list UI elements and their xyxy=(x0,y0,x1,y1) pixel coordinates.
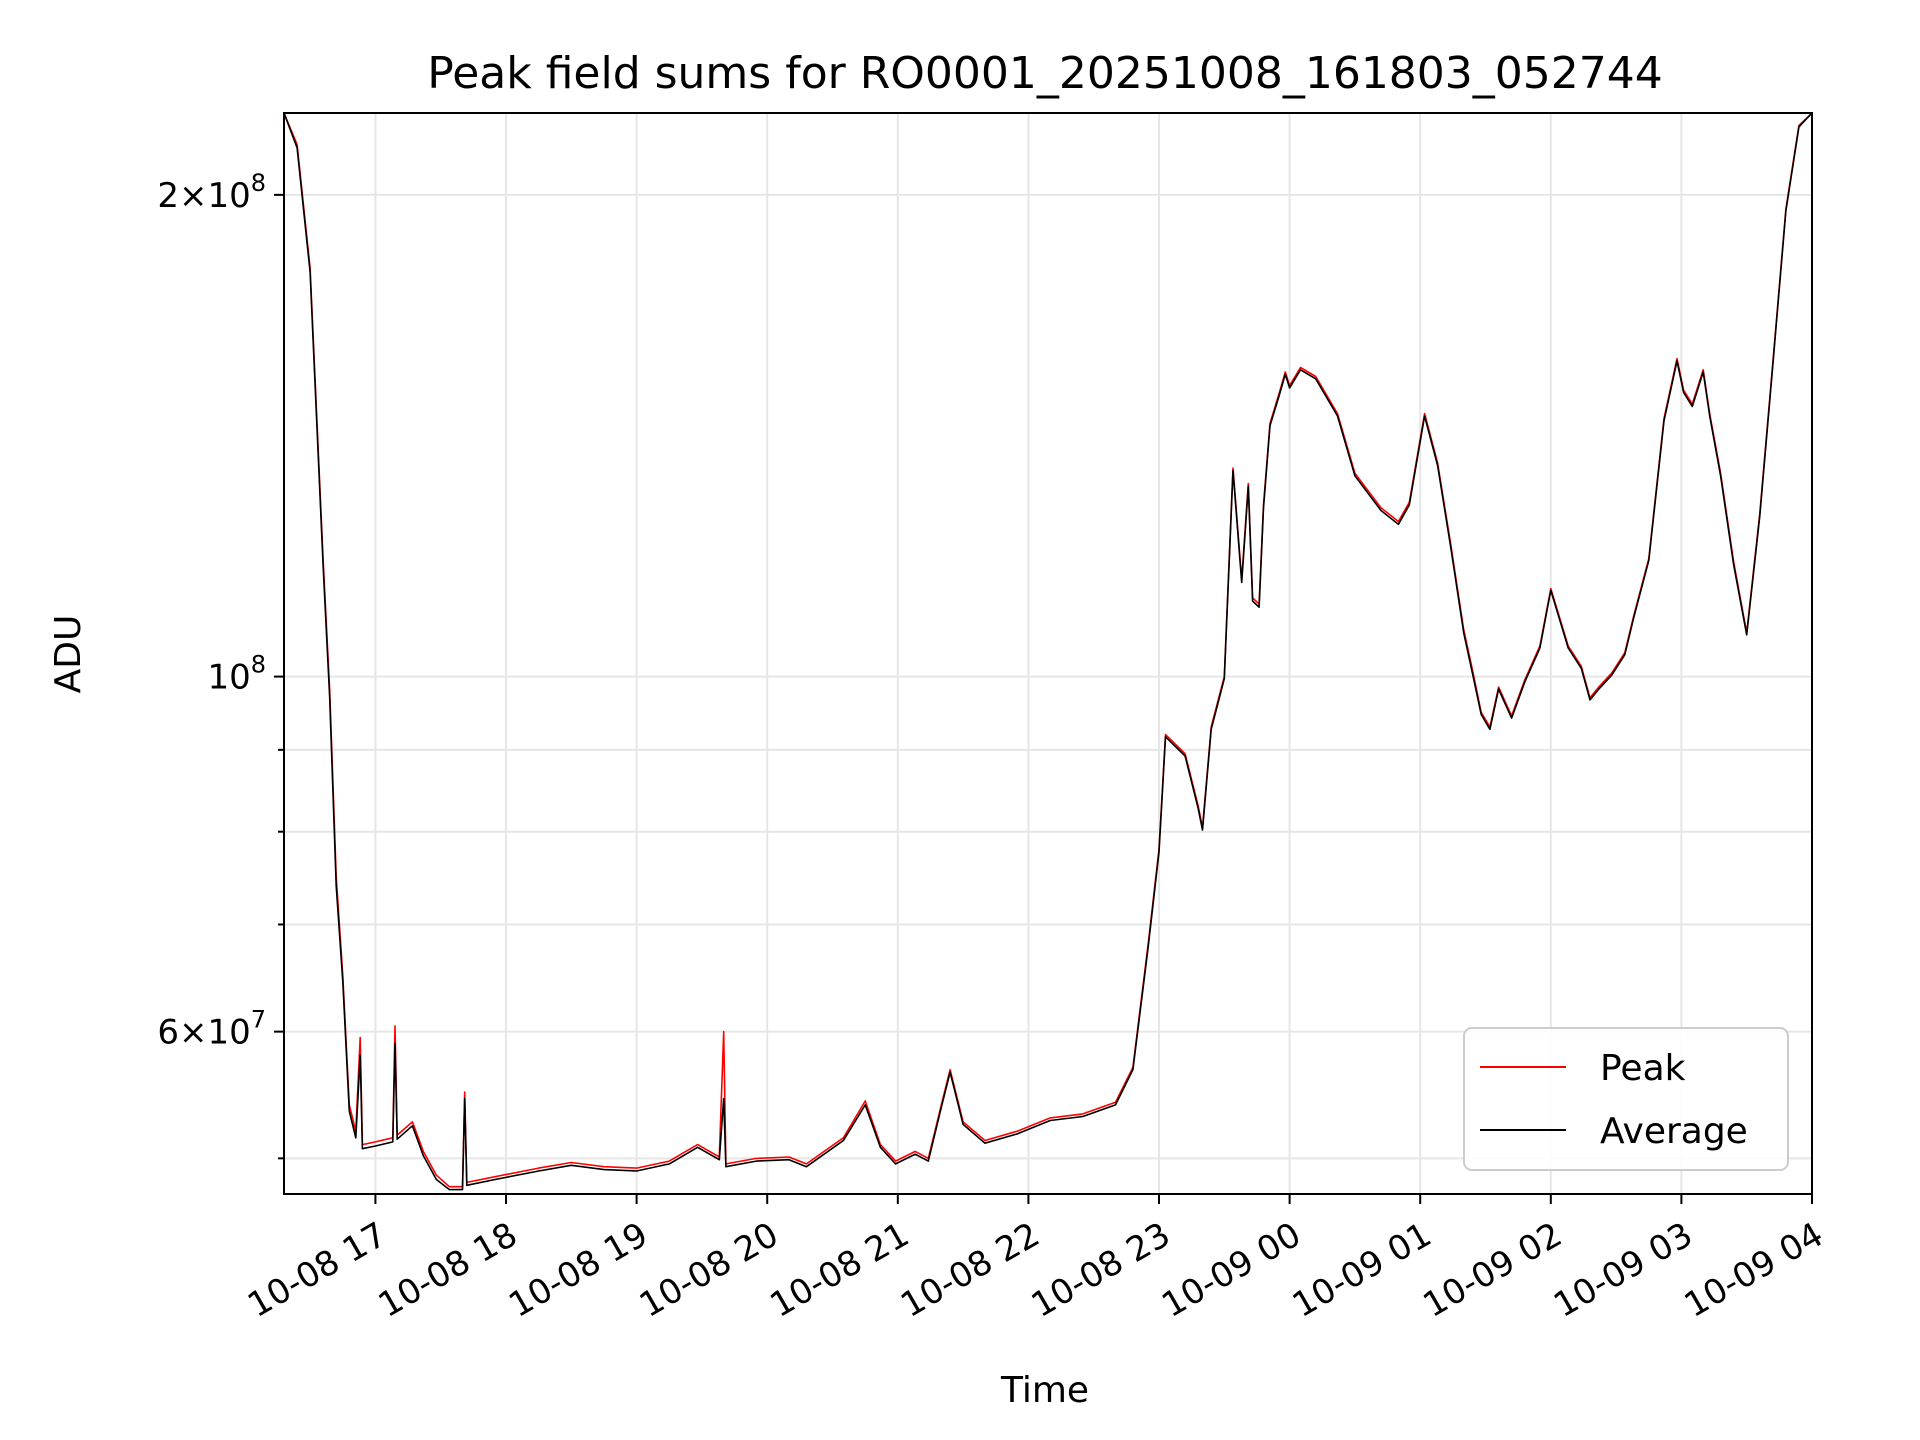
x-tick-label: 10-09 02 xyxy=(1417,1215,1569,1326)
x-axis-label: Time xyxy=(1000,1370,1089,1411)
x-tick-label: 10-08 20 xyxy=(633,1215,785,1326)
series-line-average xyxy=(284,113,1812,1191)
x-tick-label: 10-09 04 xyxy=(1678,1215,1830,1326)
y-tick-exponent: 7 xyxy=(251,1006,266,1034)
legend: Peak Average xyxy=(1463,1027,1789,1171)
y-tick-exponent: 8 xyxy=(251,651,266,679)
plot-series xyxy=(284,113,1812,1191)
x-tick-label: 10-09 03 xyxy=(1547,1215,1699,1326)
x-tick-label: 10-08 19 xyxy=(502,1215,654,1326)
chart-title: Peak field sums for RO0001_20251008_1618… xyxy=(427,48,1663,99)
legend-label-peak: Peak xyxy=(1600,1048,1686,1089)
x-tick-label: 10-09 01 xyxy=(1286,1215,1438,1326)
x-tick-label: 10-09 00 xyxy=(1155,1215,1307,1326)
series-line-peak xyxy=(284,113,1812,1188)
x-tick-label: 10-08 21 xyxy=(764,1215,916,1326)
plot-frame xyxy=(283,112,1813,1195)
legend-box xyxy=(1463,1027,1789,1171)
y-tick-exponent: 8 xyxy=(251,169,266,197)
y-tick-label: 2×108 xyxy=(157,169,266,216)
x-tick-label: 10-08 18 xyxy=(372,1215,524,1326)
y-tick-label: 108 xyxy=(207,651,266,698)
y-axis-label: ADU xyxy=(48,615,89,694)
y-tick-label: 6×107 xyxy=(157,1006,266,1053)
y-tick-base: 6×10 xyxy=(157,1013,250,1053)
x-tick-label: 10-08 17 xyxy=(241,1215,393,1326)
y-tick-base: 2×10 xyxy=(157,176,250,216)
x-tick-label: 10-08 22 xyxy=(894,1215,1046,1326)
legend-label-average: Average xyxy=(1600,1111,1748,1152)
x-tick-label: 10-08 23 xyxy=(1025,1215,1177,1326)
y-tick-base: 10 xyxy=(207,658,250,698)
